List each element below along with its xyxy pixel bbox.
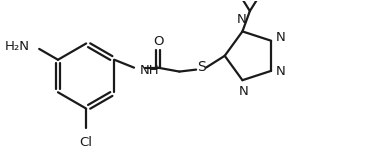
Text: NH: NH [140,64,160,77]
Text: S: S [197,60,206,74]
Text: N: N [238,85,248,98]
Text: O: O [153,34,164,48]
Text: H₂N: H₂N [4,41,29,53]
Text: Cl: Cl [80,136,93,149]
Text: N: N [276,31,286,44]
Text: N: N [237,14,246,26]
Text: N: N [276,65,286,78]
